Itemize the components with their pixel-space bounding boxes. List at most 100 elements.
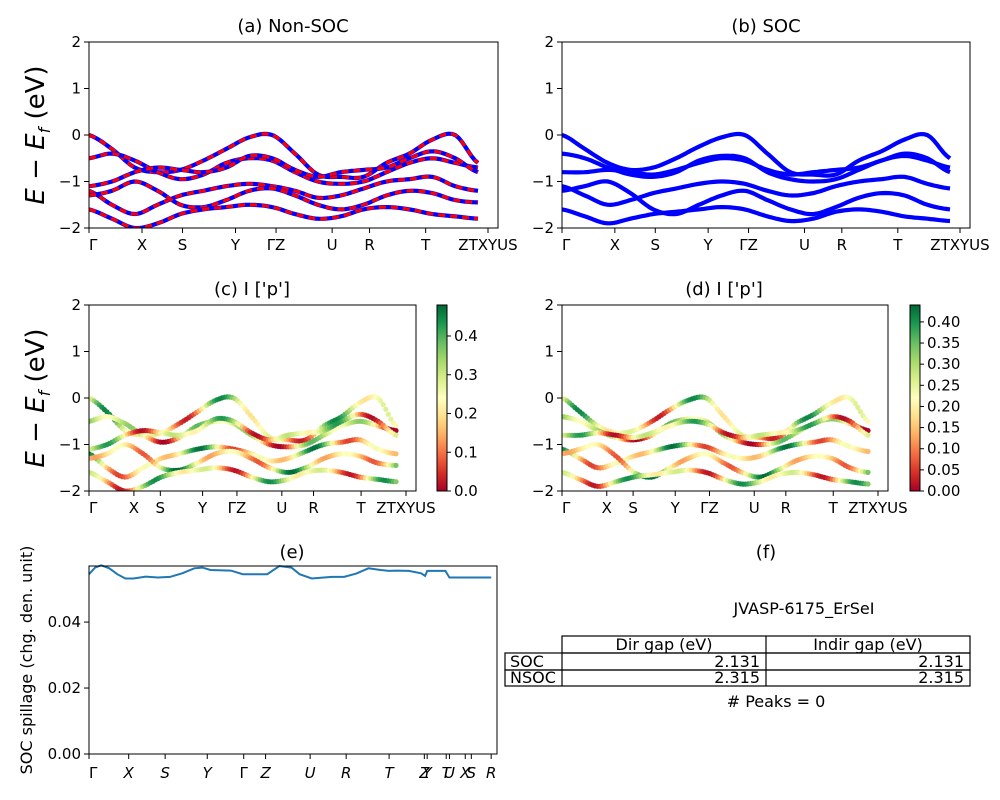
x-tick-label: S bbox=[178, 236, 188, 254]
panel-a-ylabel-unit: (eV) bbox=[21, 65, 51, 127]
table-row-nsoc-box bbox=[504, 669, 971, 687]
band-0-point bbox=[388, 416, 394, 422]
y-tick-label: −2 bbox=[532, 219, 554, 237]
x-tick-label: Y bbox=[197, 499, 208, 517]
x-tick-label: T bbox=[385, 764, 396, 782]
x-tick-label: U bbox=[327, 236, 338, 254]
x-tick-label: Y bbox=[423, 764, 434, 782]
x-tick-label: R bbox=[837, 236, 847, 254]
band-data bbox=[89, 131, 480, 228]
panel-a-title: (a) Non-SOC bbox=[237, 16, 348, 37]
y-tick-label: −2 bbox=[532, 482, 554, 500]
y-tick-label: 0 bbox=[71, 126, 81, 144]
y-tick-label: 2 bbox=[71, 296, 81, 314]
colorbar-tick-label: 0.20 bbox=[927, 397, 960, 415]
x-tick-label: R bbox=[341, 764, 351, 782]
colorbar-tick-label: 0.3 bbox=[454, 366, 478, 384]
panel-c-ylabel-sub: f bbox=[35, 388, 54, 396]
band-3-series-0 bbox=[562, 174, 951, 208]
colorbar-tick-label: 0.35 bbox=[927, 334, 960, 352]
band-0-point bbox=[855, 404, 861, 410]
y-tick-label: −2 bbox=[59, 482, 81, 500]
band-3-point bbox=[393, 451, 399, 457]
x-tick-label: S bbox=[651, 236, 661, 254]
band-3-series-1 bbox=[89, 175, 479, 216]
colorbar-tick-label: 0.4 bbox=[454, 327, 478, 345]
colorbar-tick-label: 0.10 bbox=[927, 440, 960, 458]
x-tick-label: ΓZ bbox=[739, 236, 758, 254]
x-tick-label: T bbox=[442, 764, 453, 782]
x-tick-label: ΓZ bbox=[700, 499, 719, 517]
panel-c-ylabel-unit: (eV) bbox=[21, 328, 51, 390]
x-tick-label: Γ bbox=[89, 764, 98, 782]
band-4-point bbox=[865, 469, 871, 475]
x-tick-label: U bbox=[749, 499, 760, 517]
x-tick-label: Γ bbox=[240, 764, 249, 782]
x-tick-label: ZTXYUS bbox=[930, 236, 989, 254]
band-2-series-1 bbox=[89, 149, 479, 188]
y-tick-label: 2 bbox=[71, 33, 81, 51]
band-data bbox=[562, 131, 952, 226]
band-0-point bbox=[378, 398, 384, 404]
colorbar-bar bbox=[436, 304, 448, 492]
axes-frame bbox=[88, 41, 499, 229]
panel-f-gap-table: (f) JVASP-6175_ErSeI Dir gap (eV) Indir … bbox=[504, 542, 971, 711]
x-tick-label: Z bbox=[418, 764, 430, 782]
band-0-point bbox=[857, 409, 863, 415]
x-tick-label: ZTXYUS bbox=[848, 499, 907, 517]
x-tick-label: Y bbox=[203, 764, 214, 782]
y-tick-label: 0 bbox=[71, 389, 81, 407]
y-tick-label: 1 bbox=[71, 343, 81, 361]
band-5-series-0 bbox=[562, 205, 951, 226]
table-row-soc-indir: 2.131 bbox=[918, 652, 964, 671]
table-row-nsoc-indir: 2.315 bbox=[918, 668, 964, 687]
table-caption: JVASP-6175_ErSeI bbox=[733, 599, 875, 619]
x-tick-label: Γ bbox=[89, 499, 98, 517]
panel-e-title: (e) bbox=[279, 542, 304, 563]
colorbar-tick-label: 0.05 bbox=[927, 461, 960, 479]
panel-b-soc: (b) SOC −2 −1 0 1 2 Γ X S Y ΓZ U R T ZTXYUS bbox=[532, 16, 990, 254]
x-tick-label: T bbox=[892, 236, 903, 254]
colorbar-tick-label: 0.1 bbox=[454, 443, 478, 461]
panel-b-plot-area: −2 −1 0 1 2 Γ X S Y ΓZ U R T ZTXYUS bbox=[532, 33, 990, 254]
x-tick-label: X bbox=[137, 236, 147, 254]
x-tick-label: ΓZ bbox=[267, 236, 286, 254]
x-tick-label: U bbox=[444, 764, 455, 782]
x-tick-label: U bbox=[305, 764, 316, 782]
panel-c-title: (c) I ['p'] bbox=[214, 279, 290, 300]
spillage-line bbox=[88, 564, 492, 580]
x-tick-label: U bbox=[276, 499, 287, 517]
y-tick-label: −2 bbox=[59, 219, 81, 237]
panel-a-ylabel-sub: f bbox=[35, 125, 54, 133]
y-tick-label: 0 bbox=[544, 389, 554, 407]
band-5-series-0 bbox=[89, 202, 479, 228]
table-row-soc-name: SOC bbox=[510, 652, 544, 671]
panel-d-colorbar: 0.00 0.05 0.10 0.15 0.20 0.25 0.30 0.35 0.40 bbox=[909, 304, 960, 500]
y-tick-label: −1 bbox=[532, 173, 554, 191]
y-tick-label: 1 bbox=[71, 80, 81, 98]
x-tick-label: Y bbox=[230, 236, 241, 254]
x-tick-label: R bbox=[486, 764, 496, 782]
x-tick-label: ZTXYUS bbox=[376, 499, 435, 517]
y-tick-label: −1 bbox=[59, 436, 81, 454]
band-0-point bbox=[852, 400, 858, 406]
band-4-series-0 bbox=[562, 179, 951, 217]
band-3-point bbox=[865, 448, 871, 455]
panel-c-ylabel-main: E − E bbox=[21, 396, 51, 468]
colorbar-tick-label: 0.40 bbox=[927, 313, 960, 331]
panel-a-non-soc: (a) Non-SOC −2 −1 0 1 2 Γ X S Y ΓZ U R T ZTXYUS bbox=[59, 16, 518, 254]
x-tick-label: S bbox=[628, 499, 638, 517]
panel-a-ylabel: E − Ef (eV) bbox=[21, 65, 54, 204]
colorbar-tick-label: 0.0 bbox=[454, 482, 478, 500]
x-tick-label: Y bbox=[670, 499, 681, 517]
y-tick-label: 0.00 bbox=[48, 745, 81, 763]
x-tick-label: S bbox=[467, 764, 477, 782]
x-tick-label: T bbox=[420, 236, 431, 254]
x-tick-label: Γ bbox=[89, 236, 98, 254]
panel-d-plot-area: −2 −1 0 1 2 Γ X S Y ΓZ U R T ZTXYUS bbox=[532, 296, 908, 517]
band-0-point bbox=[865, 418, 871, 424]
panel-e-ylabel: SOC spillage (chg. den. unit) bbox=[17, 546, 36, 775]
x-tick-label: R bbox=[781, 499, 791, 517]
y-tick-label: 1 bbox=[544, 80, 554, 98]
